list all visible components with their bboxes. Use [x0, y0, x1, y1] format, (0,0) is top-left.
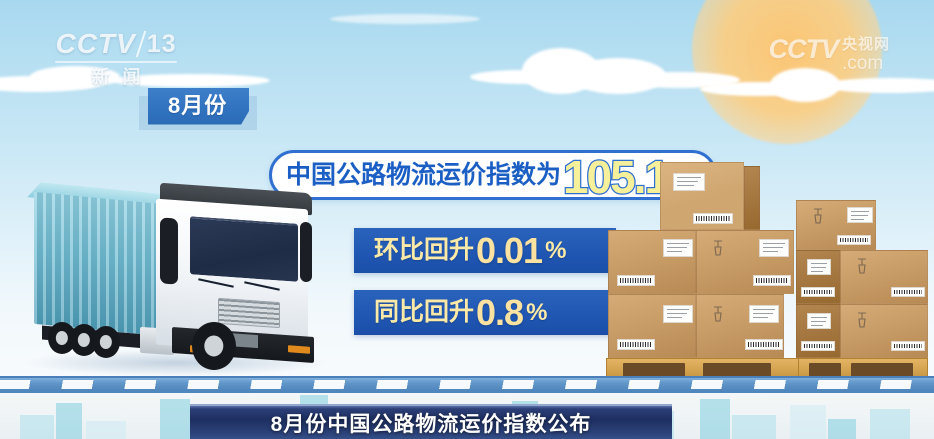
box-left-bottom-1 — [608, 294, 696, 358]
cargo-truck-illustration — [12, 182, 342, 392]
stat-2-suffix: % — [526, 298, 548, 326]
skyline-building — [20, 415, 54, 439]
truck-grille — [218, 297, 280, 329]
headline-pill: 中国公路物流运价指数为 105.1 点 — [269, 150, 717, 203]
stat-month-on-month: 环比回升 0.01 % — [344, 228, 624, 281]
skyline-building — [828, 419, 856, 439]
box-right-mid-1 — [796, 250, 840, 304]
box-right-bottom-1 — [796, 304, 840, 358]
skyline-building — [790, 405, 826, 439]
box-left-mid-1 — [608, 230, 696, 294]
month-badge-label: 8月份 — [148, 88, 250, 125]
stat-2-label: 同比回升 — [374, 298, 475, 326]
box-right-bottom-2 — [840, 304, 928, 358]
truck-rear-wheel-3 — [92, 326, 120, 358]
skyline-building — [870, 409, 910, 439]
shipping-label — [847, 207, 873, 223]
month-badge: 8月份 — [139, 88, 257, 130]
box-left-bottom-2 — [696, 294, 784, 358]
truck-windshield — [190, 216, 298, 282]
stat-1-suffix: % — [545, 236, 567, 264]
stat-1-value: 0.01 — [476, 229, 543, 271]
road-lane-dashes — [0, 380, 934, 389]
stat-1-label: 环比回升 — [374, 236, 475, 264]
barcode-label — [837, 235, 871, 245]
barcode-label — [745, 339, 783, 350]
box-left-top-side — [744, 166, 760, 230]
barcode-label — [801, 287, 835, 297]
news-ticker-bar: 8月份中国公路物流运价指数公布 — [190, 404, 672, 439]
truck-side-mirror — [300, 221, 312, 283]
barcode-label — [891, 287, 925, 297]
barcode-label — [891, 341, 925, 351]
truck-headlamp-right — [288, 345, 310, 354]
truck-front-wheel — [192, 322, 236, 370]
fragile-icon — [714, 240, 722, 256]
shipping-label — [663, 305, 693, 323]
skyline-building — [732, 415, 776, 439]
box-right-mid-2 — [840, 250, 928, 304]
barcode-label — [693, 213, 733, 224]
barcode-label — [617, 275, 655, 286]
fragile-icon — [858, 312, 866, 328]
fragile-icon — [714, 306, 722, 322]
truck-door-pillar — [160, 217, 178, 285]
skyline-building — [86, 421, 126, 439]
skyline-building — [56, 403, 82, 439]
headline-prefix: 中国公路物流运价指数为 — [285, 160, 561, 189]
barcode-label — [617, 339, 655, 350]
shipping-label — [807, 313, 831, 329]
shipping-label — [759, 239, 789, 257]
box-left-top — [660, 162, 744, 230]
box-left-mid-2 — [696, 230, 794, 294]
box-right-upper — [796, 200, 876, 250]
shipping-label — [807, 259, 831, 275]
shipping-label — [749, 305, 779, 323]
cardboard-box-stack — [606, 152, 934, 384]
barcode-label — [801, 341, 835, 351]
skyline-building — [160, 399, 190, 439]
news-ticker-text: 8月份中国公路物流运价指数公布 — [270, 412, 592, 436]
headline-index-value: 105.1 — [562, 151, 672, 203]
stat-year-on-year: 同比回升 0.8 % — [344, 290, 624, 343]
fragile-icon — [858, 258, 866, 274]
barcode-label — [753, 275, 791, 286]
stat-2-value: 0.8 — [476, 291, 524, 333]
fragile-icon — [814, 208, 822, 224]
shipping-label — [663, 239, 693, 257]
skyline-building — [700, 399, 730, 439]
road-strip — [0, 376, 934, 393]
shipping-label — [673, 173, 705, 191]
